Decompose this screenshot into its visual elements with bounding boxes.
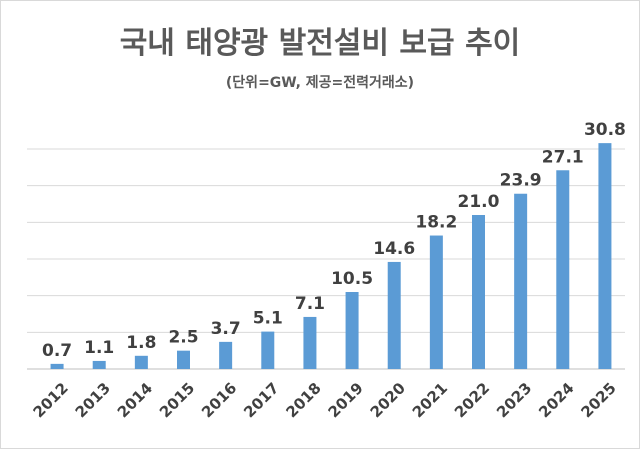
bar-2019 [345, 292, 359, 369]
x-tick-2025: 2025 [577, 379, 619, 421]
bar-2020 [387, 261, 401, 369]
x-tick-2013: 2013 [72, 379, 114, 421]
bar-2023 [514, 193, 528, 369]
x-tick-2020: 2020 [367, 379, 409, 421]
bar-2013 [92, 360, 106, 369]
bar-2015 [177, 350, 190, 369]
data-label-2015: 2.5 [168, 328, 198, 348]
data-label-2018: 7.1 [295, 294, 325, 314]
bar-2024 [556, 170, 570, 369]
data-label-2023: 23.9 [500, 171, 542, 191]
bar-2012 [50, 363, 64, 369]
bar-2018 [303, 316, 317, 369]
bar-2016 [219, 341, 233, 369]
bar-2014 [134, 355, 148, 369]
x-tick-2015: 2015 [156, 379, 198, 421]
data-label-2014: 1.8 [126, 333, 156, 353]
data-label-2022: 21.0 [458, 192, 500, 212]
data-label-2020: 14.6 [373, 239, 415, 259]
bar-2021 [429, 235, 443, 369]
data-label-2017: 5.1 [253, 309, 283, 329]
data-label-2016: 3.7 [211, 319, 241, 339]
data-label-2019: 10.5 [331, 269, 373, 289]
x-tick-2023: 2023 [493, 379, 535, 421]
data-label-2021: 18.2 [415, 213, 457, 233]
x-tick-2022: 2022 [451, 379, 493, 421]
data-label-2024: 27.1 [542, 147, 584, 167]
x-tick-2012: 2012 [30, 379, 72, 421]
bar-2022 [472, 215, 485, 369]
chart-subtitle: (단위=GW, 제공=전력거래소) [225, 75, 415, 91]
x-tick-2019: 2019 [325, 379, 367, 421]
x-tick-2018: 2018 [282, 379, 324, 421]
x-tick-2021: 2021 [409, 379, 451, 421]
bar-2025 [598, 143, 612, 369]
x-tick-2024: 2024 [535, 379, 577, 421]
data-label-2013: 1.1 [84, 338, 114, 358]
data-label-2012: 0.7 [42, 341, 72, 361]
x-tick-2016: 2016 [198, 379, 240, 421]
bar-2017 [261, 331, 275, 369]
chart-title: 국내 태양광 발전설비 보급 추이 [119, 26, 521, 61]
x-tick-2017: 2017 [240, 379, 282, 421]
x-tick-2014: 2014 [114, 379, 156, 421]
data-label-2025: 30.8 [584, 120, 626, 140]
